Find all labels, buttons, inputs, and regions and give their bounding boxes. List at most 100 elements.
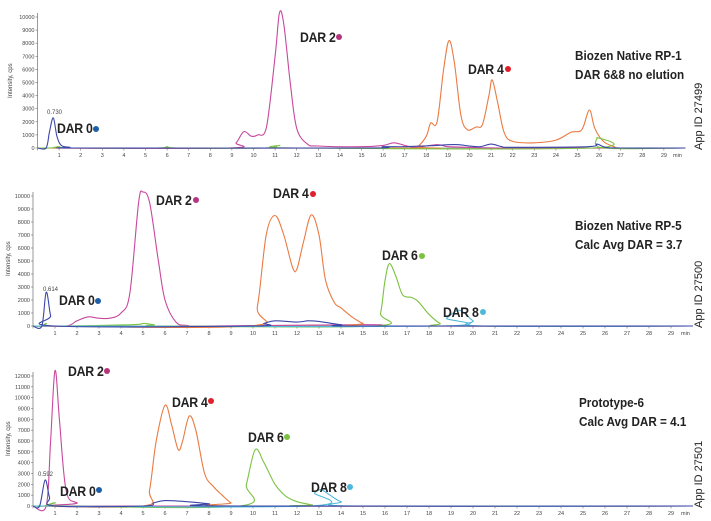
x-tick-label: 12 (294, 331, 300, 337)
x-tick-label: 6 (166, 153, 169, 159)
y-tick-label: 2000 (22, 120, 34, 126)
dar8-dot (347, 484, 353, 490)
annotation-dar6: DAR 6 (248, 429, 284, 445)
x-tick-label: 27 (618, 153, 624, 159)
y-tick-label: 9000 (22, 28, 34, 34)
x-tick-label: 22 (514, 511, 520, 517)
x-tick-label: 11 (272, 511, 278, 517)
y-tick-label: 3000 (18, 285, 30, 291)
x-axis-label: min (673, 153, 682, 159)
dar0-dot (95, 298, 101, 304)
x-tick-label: 25 (580, 331, 586, 337)
x-tick-label: 8 (207, 331, 210, 337)
y-tick-label: 4000 (22, 94, 34, 100)
y-axis-label: Intensity, cps (6, 421, 12, 456)
x-tick-label: 13 (315, 153, 321, 159)
dar4-dot (208, 398, 214, 404)
y-tick-label: 2000 (18, 298, 30, 304)
x-tick-label: 6 (163, 511, 166, 517)
y-tick-label: 0 (27, 504, 30, 510)
x-tick-label: 9 (229, 331, 232, 337)
y-tick-label: 7000 (18, 233, 30, 239)
x-tick-label: 11 (272, 153, 278, 159)
y-tick-label: 0 (27, 324, 30, 330)
x-tick-label: 19 (448, 511, 454, 517)
x-tick-label: 16 (380, 153, 386, 159)
x-tick-label: 8 (207, 511, 210, 517)
x-tick-label: 5 (141, 511, 144, 517)
x-tick-label: 1 (53, 331, 56, 337)
x-tick-label: 10 (250, 511, 256, 517)
annotation-dar8: DAR 8 (311, 479, 347, 495)
x-tick-label: 28 (646, 511, 652, 517)
annotation-dar8: DAR 8 (443, 304, 479, 320)
x-tick-label: 2 (75, 511, 78, 517)
y-tick-label: 8000 (18, 220, 30, 226)
y-axis-label: Intensity, cps (6, 241, 12, 276)
x-axis-label: min (681, 511, 690, 517)
y-tick-label: 7000 (22, 54, 34, 60)
y-tick-label: 1000 (18, 493, 30, 499)
y-tick-label: 11000 (15, 385, 30, 391)
x-tick-label: 21 (492, 511, 498, 517)
x-tick-label: 20 (466, 153, 472, 159)
y-tick-label: 8000 (22, 41, 34, 47)
x-tick-label: 3 (101, 153, 104, 159)
dar4-dot (310, 191, 316, 197)
annotation-dar2: DAR 2 (300, 29, 336, 45)
series-line-dar2 (32, 370, 694, 512)
x-tick-label: 25 (574, 153, 580, 159)
x-tick-label: 26 (602, 511, 608, 517)
x-tick-label: 4 (122, 153, 125, 159)
y-tick-label: 3000 (18, 472, 30, 478)
x-tick-label: 17 (404, 331, 410, 337)
x-tick-label: 25 (580, 511, 586, 517)
x-tick-label: 14 (338, 511, 344, 517)
dar0-dot (96, 487, 102, 493)
dar4-dot (505, 66, 511, 72)
x-tick-label: 26 (596, 153, 602, 159)
y-tick-label: 6000 (22, 67, 34, 73)
y-tick-label: 1000 (22, 133, 34, 139)
x-tick-label: 15 (358, 153, 364, 159)
x-tick-label: 29 (668, 331, 674, 337)
dar0-dot (93, 126, 99, 132)
x-tick-label: 28 (639, 153, 645, 159)
x-tick-label: 22 (510, 153, 516, 159)
annotation-dar4: DAR 4 (468, 61, 504, 77)
x-tick-label: 23 (536, 331, 542, 337)
x-tick-label: 29 (668, 511, 674, 517)
y-tick-label: 2000 (18, 482, 30, 488)
x-tick-label: 7 (185, 511, 188, 517)
series-line-dar8 (32, 489, 694, 508)
x-tick-label: 20 (470, 331, 476, 337)
x-tick-label: 24 (558, 331, 564, 337)
series-line-dar6 (32, 448, 694, 509)
x-axis-label: min (681, 331, 690, 337)
y-tick-label: 8000 (18, 417, 30, 423)
x-tick-label: 3 (97, 511, 100, 517)
x-tick-label: 7 (187, 153, 190, 159)
dar2-dot (104, 368, 110, 374)
y-tick-label: 9000 (18, 407, 30, 413)
x-tick-label: 13 (316, 331, 322, 337)
x-tick-label: 28 (646, 331, 652, 337)
series-line-dar2 (32, 190, 694, 327)
y-tick-label: 0 (31, 146, 34, 152)
x-tick-label: 18 (423, 153, 429, 159)
x-tick-label: 16 (382, 511, 388, 517)
annotation-dar2: DAR 2 (68, 363, 104, 379)
x-tick-label: 10 (250, 153, 256, 159)
x-tick-label: 10 (250, 331, 256, 337)
annotation-dar0: DAR 0 (60, 483, 96, 499)
x-tick-label: 21 (488, 153, 494, 159)
x-tick-label: 17 (402, 153, 408, 159)
x-tick-label: 1 (53, 511, 56, 517)
x-tick-label: 5 (141, 331, 144, 337)
dar8-dot (480, 309, 486, 315)
y-tick-label: 10000 (19, 15, 34, 21)
x-tick-label: 5 (144, 153, 147, 159)
x-tick-label: 27 (624, 331, 630, 337)
x-tick-label: 12 (294, 153, 300, 159)
x-tick-label: 1 (58, 153, 61, 159)
